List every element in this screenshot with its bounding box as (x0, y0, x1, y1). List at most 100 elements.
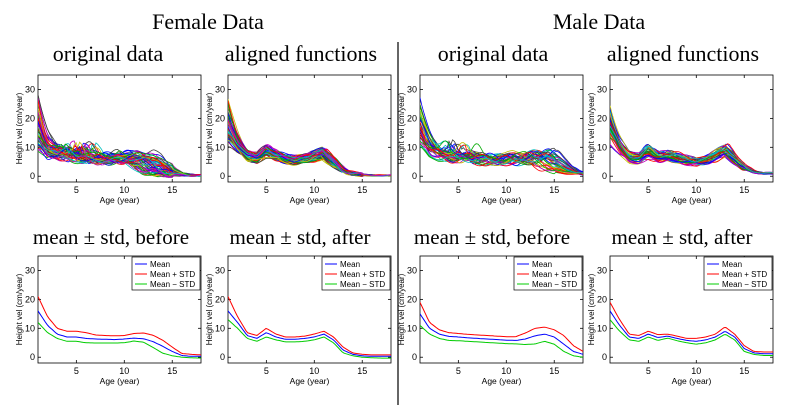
plot-grid: 0 10 20 30 5 10 15 Age (year) Height vel (cm/yea… (15, 74, 774, 386)
x-tick-label: 5 (456, 366, 461, 376)
y-tick-label: 10 (215, 323, 225, 333)
curves (228, 98, 391, 178)
curve-line (228, 119, 391, 176)
y-tick-label: 30 (215, 265, 225, 275)
curve-line (228, 121, 391, 177)
curve-line (228, 120, 391, 177)
x-tick-label: 5 (74, 185, 79, 195)
curve-line (228, 106, 391, 177)
y-tick-label: 30 (215, 84, 225, 94)
curve-line (228, 104, 391, 177)
y-tick-label: 20 (597, 294, 607, 304)
series-line-mean-minus-std (420, 325, 583, 358)
y-tick-label: 20 (25, 113, 35, 123)
x-axis-label: Age (year) (672, 376, 712, 386)
y-tick-label: 0 (30, 352, 35, 362)
female-mean-after-title: mean ± std, after (230, 225, 371, 249)
x-tick-label: 10 (119, 366, 129, 376)
y-tick-label: 20 (215, 294, 225, 304)
y-tick-label: 0 (602, 171, 607, 181)
chart-female-original: 0 10 20 30 5 10 15 Age (year) Height vel (cm/yea… (15, 74, 202, 205)
curve-line (38, 108, 201, 178)
curve-line (610, 125, 773, 174)
female-aligned-title: aligned functions (225, 41, 377, 66)
curves (38, 296, 201, 359)
series-line-mean (38, 310, 201, 357)
x-tick-label: 10 (501, 366, 511, 376)
y-tick-label: 10 (215, 142, 225, 152)
x-tick-label: 5 (74, 366, 79, 376)
curve-line (228, 104, 391, 177)
y-tick-label: 20 (25, 294, 35, 304)
chart-male-mean-before: 0 10 20 30 5 10 15 Age (year) Height vel (cm/yea… (397, 255, 584, 386)
x-tick-label: 10 (119, 185, 129, 195)
curve-line (228, 102, 391, 177)
x-tick-label: 5 (646, 185, 651, 195)
curve-line (38, 111, 201, 176)
curve-line (228, 111, 391, 176)
y-tick-label: 0 (30, 171, 35, 181)
curve-line (228, 120, 391, 176)
curve-line (228, 104, 391, 177)
plot-frame (37, 255, 202, 364)
plot-frame (37, 74, 202, 183)
y-tick-label: 10 (597, 142, 607, 152)
male-mean-after-title: mean ± std, after (612, 225, 753, 249)
male-aligned-title: aligned functions (607, 41, 759, 66)
x-tick-label: 10 (309, 185, 319, 195)
legend-label: Mean (532, 260, 552, 269)
y-axis-label: Height vel (cm/year) (397, 273, 406, 345)
chart-female-mean-before: 0 10 20 30 5 10 15 Age (year) Height vel (cm/yea… (15, 255, 202, 386)
curve-line (228, 113, 391, 177)
y-tick-label: 0 (412, 352, 417, 362)
x-tick-label: 10 (309, 366, 319, 376)
x-tick-label: 15 (549, 366, 559, 376)
male-original-title: original data (438, 41, 549, 66)
plot-frame (609, 255, 774, 364)
y-tick-label: 10 (407, 323, 417, 333)
y-tick-label: 0 (412, 171, 417, 181)
curve-line (228, 126, 391, 177)
curves (420, 97, 583, 176)
curve-line (228, 114, 391, 177)
legend-label: Mean − STD (722, 280, 767, 289)
y-tick-label: 10 (407, 142, 417, 152)
x-tick-label: 15 (167, 185, 177, 195)
x-axis-label: Age (year) (482, 376, 522, 386)
curve-line (228, 117, 391, 176)
y-tick-label: 30 (407, 265, 417, 275)
series-line-mean-plus-std (420, 302, 583, 352)
series-line-mean (610, 310, 773, 355)
x-tick-label: 15 (549, 185, 559, 195)
x-tick-label: 5 (456, 185, 461, 195)
series-line-mean-minus-std (38, 322, 201, 359)
y-tick-label: 10 (597, 323, 607, 333)
curve-line (38, 112, 201, 178)
curve-line (228, 115, 391, 176)
curve-line (228, 116, 391, 177)
curve-line (228, 100, 391, 176)
curve-line (228, 98, 391, 177)
legend-label: Mean + STD (532, 270, 577, 279)
series-line-mean-plus-std (610, 302, 773, 353)
chart-male-original: 0 10 20 30 5 10 15 Age (year) Height vel (cm/yea… (397, 74, 584, 205)
chart-male-aligned: 0 10 20 30 5 10 15 Age (year) Height vel (cm/yea… (587, 74, 774, 205)
y-tick-label: 20 (407, 294, 417, 304)
x-tick-label: 15 (739, 366, 749, 376)
series-line-mean-minus-std (228, 319, 391, 359)
curve-line (38, 134, 201, 177)
curve-line (228, 115, 391, 177)
plot-frame (227, 255, 392, 364)
y-tick-label: 0 (220, 352, 225, 362)
curve-line (228, 115, 391, 177)
y-tick-label: 20 (407, 113, 417, 123)
y-tick-label: 10 (25, 323, 35, 333)
curve-line (38, 98, 201, 178)
x-tick-label: 10 (691, 366, 701, 376)
curve-line (228, 120, 391, 177)
x-tick-label: 15 (357, 366, 367, 376)
curve-line (38, 117, 201, 176)
curves (38, 94, 201, 178)
